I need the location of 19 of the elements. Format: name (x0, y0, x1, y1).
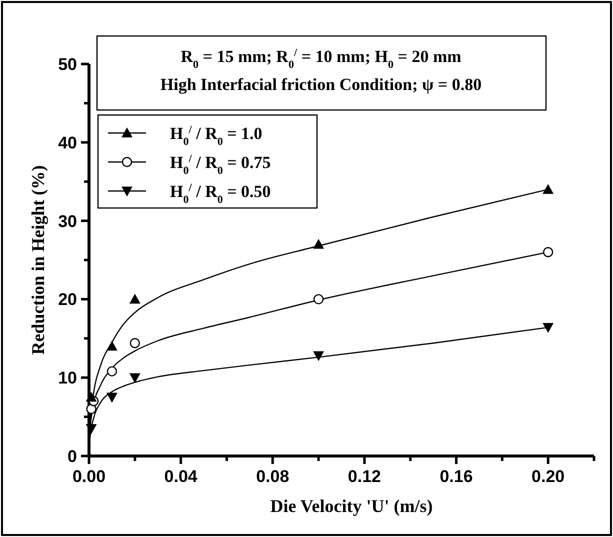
x-tick-label: 0.00 (72, 467, 106, 486)
y-tick-label: 0 (68, 447, 77, 466)
legend-label: H$_{0}$$^{/}$ / R$_{0}$ = 1.0 (170, 124, 262, 148)
y-tick-label: 30 (58, 212, 77, 231)
x-axis-title: Die Velocity 'U' (m/s) (270, 496, 433, 516)
x-tick-label: 0.04 (164, 467, 198, 486)
annotation: High Interfacial friction Condition; ψ = 0.80 (160, 75, 482, 94)
legend-label: H$_{0}$$^{/}$ / R$_{0}$ = 0.50 (170, 182, 271, 206)
y-tick-label: 10 (58, 368, 77, 388)
y-axis-title: Reduction in Height (%) (28, 165, 48, 355)
x-tick-label: 0.08 (256, 467, 290, 486)
x-tick-label: 0.12 (348, 467, 381, 486)
legend-label: H$_{0}$$^{/}$ / R$_{0}$ = 0.75 (170, 153, 271, 177)
x-tick-label: 0.16 (440, 467, 473, 486)
y-tick-label: 50 (58, 55, 77, 74)
y-tick-label: 20 (58, 290, 77, 310)
x-tick-label: 0.20 (532, 467, 565, 486)
annotation: R$_{0}$ = 15 mm; R$_{0}$$^{/}$ = 10 mm; H$_{0}$ = 20 mm (180, 47, 462, 71)
y-tick-label: 40 (58, 133, 77, 152)
